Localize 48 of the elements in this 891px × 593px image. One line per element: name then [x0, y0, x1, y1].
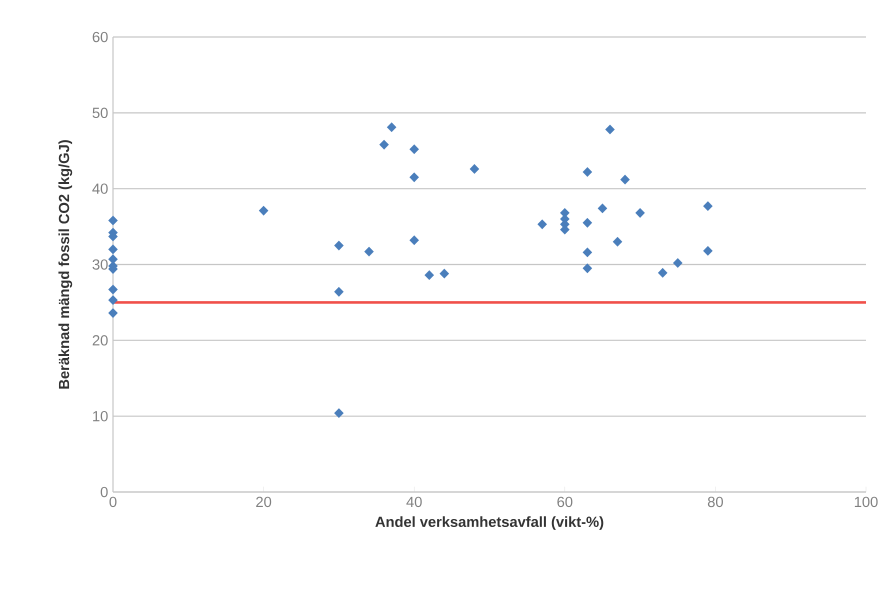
point — [605, 124, 615, 134]
point — [582, 167, 592, 177]
point — [410, 144, 419, 154]
point — [334, 240, 344, 250]
x-axis-title: Andel verksamhetsavfall (vikt-%) — [375, 516, 604, 530]
y-tick-label: 40 — [92, 183, 108, 194]
point — [440, 268, 450, 278]
point — [598, 204, 608, 214]
y-tick-label: 30 — [92, 259, 108, 270]
point — [612, 236, 622, 247]
point — [108, 254, 118, 264]
point — [108, 308, 118, 318]
point — [334, 408, 344, 418]
y-tick-label: 20 — [92, 335, 108, 346]
x-tick-label: 60 — [557, 496, 572, 508]
point — [108, 284, 118, 294]
point — [364, 246, 374, 256]
x-tick-label: 80 — [708, 496, 723, 508]
y-tick-label: 60 — [92, 32, 108, 42]
point — [379, 140, 389, 150]
point — [334, 287, 344, 297]
y-axis-title: Beräknad mängd fossil CO2 (kg/GJ) — [58, 140, 72, 389]
point — [108, 295, 118, 305]
point — [582, 248, 592, 258]
x-tick-label: 100 — [854, 496, 878, 508]
point — [582, 263, 592, 274]
point — [538, 220, 547, 230]
point — [108, 244, 118, 254]
point — [410, 172, 419, 182]
point — [673, 258, 682, 268]
y-tick-label: 50 — [92, 108, 108, 118]
point — [582, 218, 592, 228]
point — [424, 270, 434, 280]
y-tick-label: 10 — [93, 410, 108, 422]
point — [386, 122, 396, 132]
x-tick-label: 0 — [109, 496, 116, 508]
point — [703, 246, 713, 256]
point — [108, 216, 118, 226]
point — [658, 268, 668, 278]
point — [635, 208, 645, 218]
point — [620, 174, 630, 184]
point — [258, 206, 268, 216]
point — [410, 235, 419, 246]
x-tick-label: 20 — [256, 496, 272, 508]
point — [470, 164, 480, 174]
point — [703, 201, 713, 211]
y-tick-label: 0 — [100, 486, 108, 498]
x-tick-label: 40 — [406, 496, 422, 508]
